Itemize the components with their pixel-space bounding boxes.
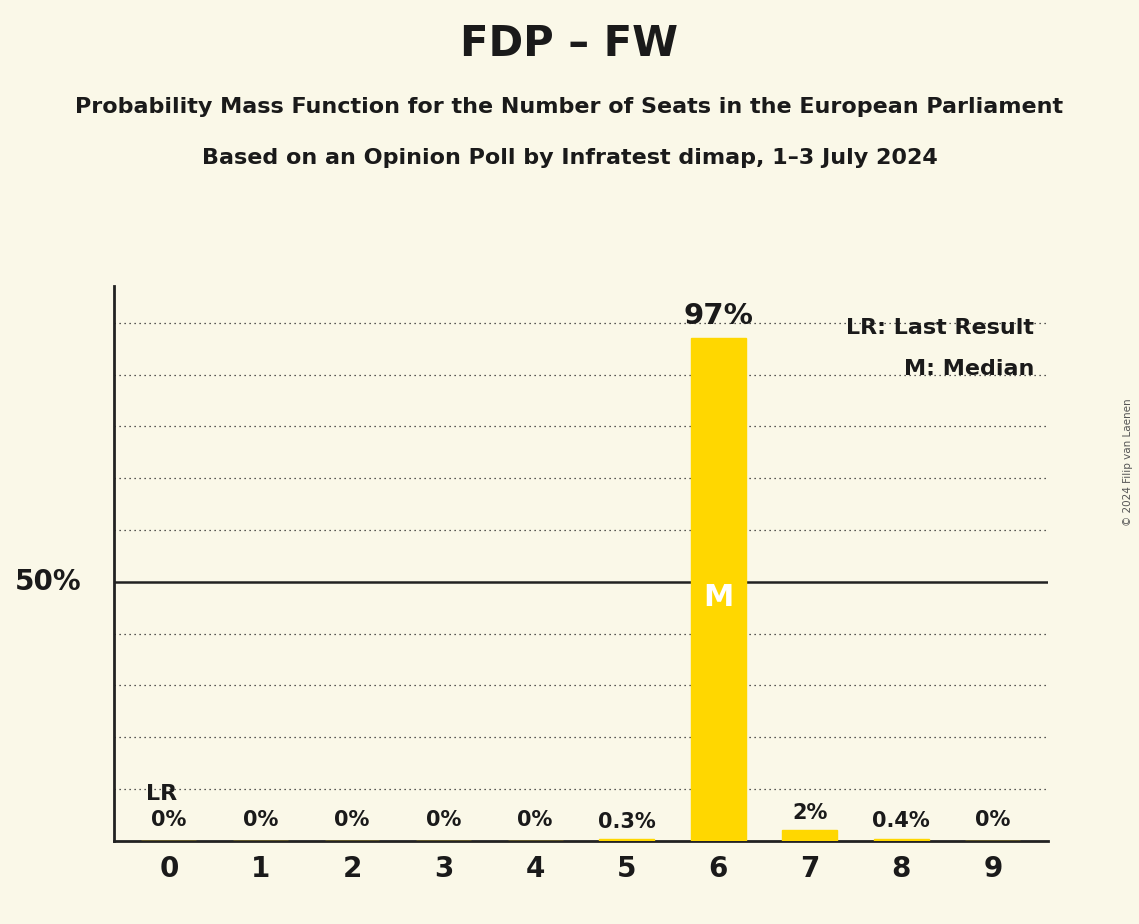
Text: LR: LR (146, 784, 177, 804)
Text: © 2024 Filip van Laenen: © 2024 Filip van Laenen (1123, 398, 1133, 526)
Text: 0%: 0% (517, 810, 552, 831)
Text: 0.4%: 0.4% (872, 811, 931, 831)
Text: 2%: 2% (792, 803, 828, 822)
Text: 0%: 0% (975, 810, 1010, 831)
Text: LR: Last Result: LR: Last Result (846, 318, 1034, 337)
Text: 0%: 0% (243, 810, 278, 831)
Text: Based on an Opinion Poll by Infratest dimap, 1–3 July 2024: Based on an Opinion Poll by Infratest di… (202, 148, 937, 168)
Bar (782, 831, 837, 841)
Text: 97%: 97% (683, 302, 753, 331)
Text: Probability Mass Function for the Number of Seats in the European Parliament: Probability Mass Function for the Number… (75, 97, 1064, 117)
Text: 0%: 0% (151, 810, 187, 831)
Bar (874, 839, 928, 841)
Text: 0%: 0% (426, 810, 461, 831)
Text: M: Median: M: Median (903, 359, 1034, 379)
Text: 0%: 0% (334, 810, 370, 831)
Text: M: M (703, 583, 734, 612)
Text: 50%: 50% (15, 567, 82, 596)
Bar (599, 839, 654, 841)
Text: 0.3%: 0.3% (598, 811, 656, 832)
Bar (690, 338, 746, 841)
Text: FDP – FW: FDP – FW (460, 23, 679, 65)
